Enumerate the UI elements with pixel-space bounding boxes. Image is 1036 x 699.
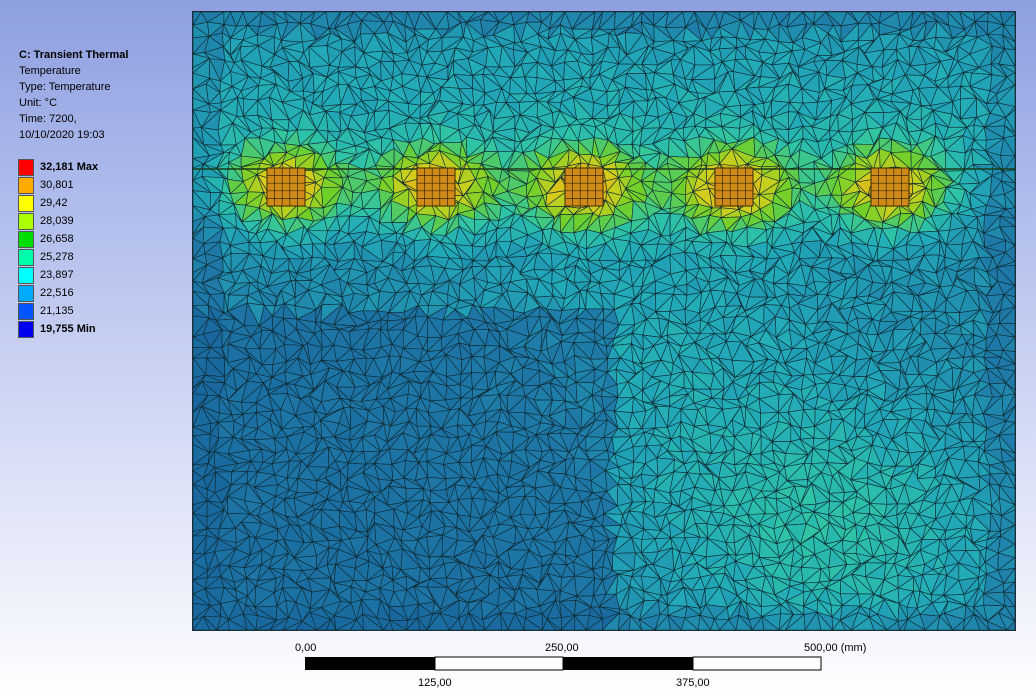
legend-value: 29,42 bbox=[40, 197, 68, 209]
legend-swatch bbox=[18, 303, 34, 320]
legend-value: 21,135 bbox=[40, 305, 74, 317]
legend-swatch bbox=[18, 159, 34, 176]
legend-swatch bbox=[18, 177, 34, 194]
legend-swatch bbox=[18, 285, 34, 302]
result-date: 10/10/2020 19:03 bbox=[19, 129, 105, 141]
analysis-title: C: Transient Thermal bbox=[19, 49, 129, 61]
legend-header: C: Transient Thermal Temperature Type: T… bbox=[19, 47, 128, 143]
legend-swatch bbox=[18, 321, 34, 338]
legend-swatch bbox=[18, 213, 34, 230]
result-name: Temperature bbox=[19, 65, 81, 77]
legend-value: 19,755 Min bbox=[40, 323, 96, 335]
legend-value: 26,658 bbox=[40, 233, 74, 245]
legend-swatch bbox=[18, 231, 34, 248]
legend-swatch bbox=[18, 249, 34, 266]
legend-value: 32,181 Max bbox=[40, 161, 99, 173]
result-unit: Unit: °C bbox=[19, 97, 58, 109]
temperature-contour-mesh[interactable] bbox=[193, 12, 1015, 630]
legend-value: 23,897 bbox=[40, 269, 74, 281]
result-time: Time: 7200, bbox=[19, 113, 77, 125]
legend-swatch bbox=[18, 267, 34, 284]
legend-swatch bbox=[18, 195, 34, 212]
legend-value: 28,039 bbox=[40, 215, 74, 227]
legend-value: 30,801 bbox=[40, 179, 74, 191]
legend-value: 25,278 bbox=[40, 251, 74, 263]
graphics-viewport[interactable] bbox=[192, 11, 1016, 631]
legend-value: 22,516 bbox=[40, 287, 74, 299]
result-type: Type: Temperature bbox=[19, 81, 111, 93]
